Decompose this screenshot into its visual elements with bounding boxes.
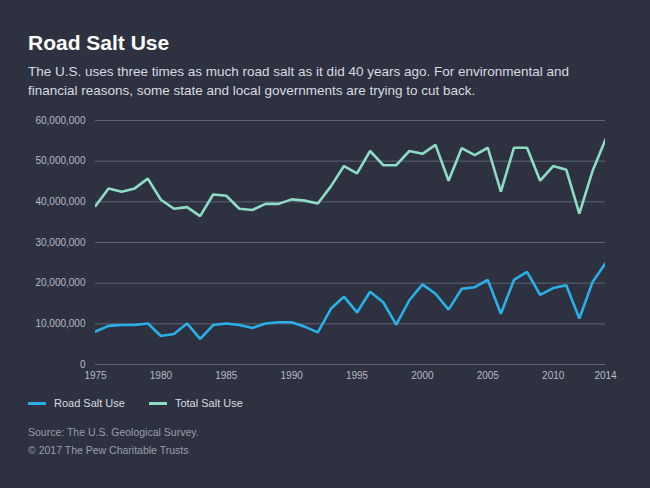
svg-text:50,000,000: 50,000,000 bbox=[35, 155, 85, 166]
svg-text:2010: 2010 bbox=[542, 370, 565, 381]
svg-text:1995: 1995 bbox=[346, 370, 369, 381]
svg-text:20,000,000: 20,000,000 bbox=[35, 277, 85, 288]
html-text:Road Salt Use: Road Salt Use bbox=[28, 31, 170, 54]
svg-text:1985: 1985 bbox=[215, 370, 238, 381]
html-text:Source: The U.S. Geological Su: Source: The U.S. Geological Survey. bbox=[28, 426, 199, 438]
svg-text:2005: 2005 bbox=[477, 370, 500, 381]
svg-text:1980: 1980 bbox=[150, 370, 173, 381]
html-text:Road Salt Use: Road Salt Use bbox=[54, 397, 125, 409]
svg-text:1990: 1990 bbox=[281, 370, 304, 381]
svg-text:40,000,000: 40,000,000 bbox=[35, 196, 85, 207]
svg-text:10,000,000: 10,000,000 bbox=[35, 318, 85, 329]
html-text:Total Salt Use: Total Salt Use bbox=[174, 397, 243, 409]
svg-text:2014: 2014 bbox=[594, 370, 617, 381]
svg-text:2000: 2000 bbox=[411, 370, 434, 381]
svg-text:60,000,000: 60,000,000 bbox=[35, 115, 85, 126]
svg-text:0: 0 bbox=[80, 359, 86, 370]
svg-text:1975: 1975 bbox=[84, 370, 107, 381]
html-text:© 2017 The Pew Charitable Trus: © 2017 The Pew Charitable Trusts bbox=[28, 444, 189, 456]
svg-text:30,000,000: 30,000,000 bbox=[35, 237, 85, 248]
html-text:The U.S. uses three times as m: The U.S. uses three times as much road s… bbox=[28, 64, 569, 98]
